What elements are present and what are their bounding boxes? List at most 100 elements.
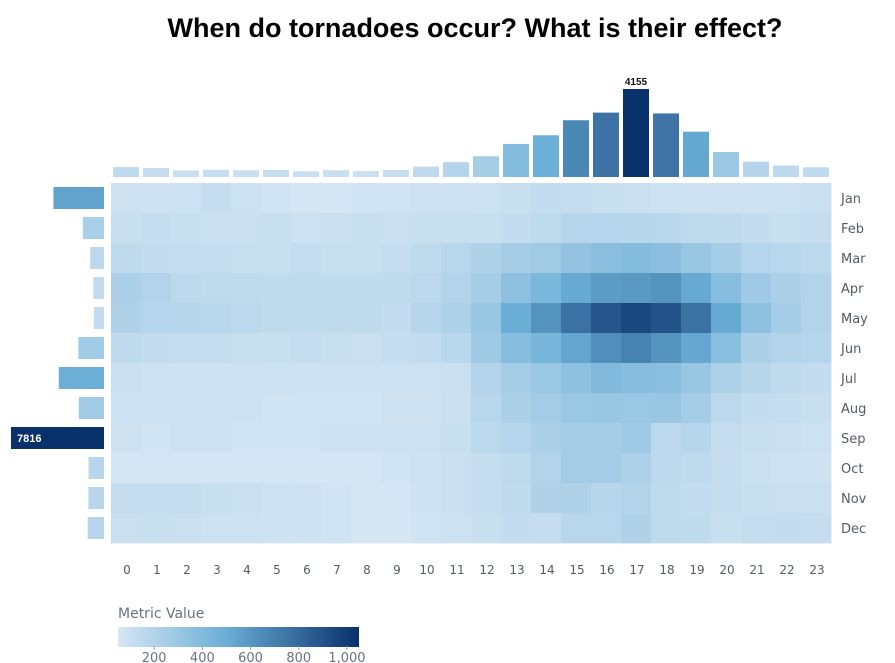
heatmap-cell bbox=[201, 183, 232, 214]
top-bar bbox=[683, 131, 709, 177]
heatmap-cell bbox=[591, 453, 622, 484]
heatmap-cell bbox=[621, 453, 652, 484]
heatmap-cell bbox=[111, 273, 142, 304]
heatmap-cell bbox=[771, 333, 802, 364]
heatmap-cell bbox=[231, 363, 262, 394]
hour-label: 1 bbox=[153, 563, 161, 577]
heatmap-cell bbox=[381, 423, 412, 454]
heatmap-cell bbox=[621, 393, 652, 424]
top-bar bbox=[383, 170, 409, 177]
hour-label: 2 bbox=[183, 563, 191, 577]
heatmap-cell bbox=[411, 483, 442, 514]
heatmap-cell bbox=[711, 183, 742, 214]
heatmap-cell bbox=[771, 243, 802, 274]
left-bar bbox=[78, 337, 104, 359]
heatmap-cell bbox=[681, 363, 712, 394]
heatmap-cell bbox=[531, 483, 562, 514]
heatmap-cell bbox=[381, 363, 412, 394]
heatmap-cell bbox=[531, 393, 562, 424]
hour-label: 9 bbox=[393, 563, 401, 577]
month-label: Mar bbox=[841, 252, 866, 267]
heatmap-cell bbox=[321, 213, 352, 244]
hour-label: 3 bbox=[213, 563, 221, 577]
heatmap-cell bbox=[681, 453, 712, 484]
heatmap-cell bbox=[291, 333, 322, 364]
heatmap-cell bbox=[741, 183, 772, 214]
month-label: Oct bbox=[841, 462, 863, 477]
top-bar bbox=[113, 167, 139, 177]
top-bar bbox=[713, 152, 739, 177]
heatmap-cell bbox=[591, 243, 622, 274]
heatmap-cell bbox=[411, 423, 442, 454]
legend-tick-label: 600 bbox=[238, 651, 263, 663]
heatmap-cell bbox=[501, 363, 532, 394]
hour-label: 21 bbox=[749, 563, 764, 577]
heatmap-cell bbox=[651, 183, 682, 214]
heatmap-cell bbox=[591, 213, 622, 244]
heatmap-cell bbox=[261, 393, 292, 424]
heatmap-cell bbox=[261, 213, 292, 244]
heatmap-cell bbox=[381, 513, 412, 544]
heatmap-cell bbox=[321, 333, 352, 364]
heatmap-cell bbox=[471, 513, 502, 544]
legend-tick-label: 800 bbox=[286, 651, 311, 663]
heatmap-cell bbox=[141, 333, 172, 364]
heatmap-cell bbox=[651, 243, 682, 274]
heatmap-cell bbox=[411, 213, 442, 244]
top-bar bbox=[563, 120, 589, 177]
heatmap-cell bbox=[111, 333, 142, 364]
heatmap-cell bbox=[591, 363, 622, 394]
heatmap-cell bbox=[141, 243, 172, 274]
heatmap-cell bbox=[561, 363, 592, 394]
heatmap-cell bbox=[261, 453, 292, 484]
month-label: Jul bbox=[840, 372, 857, 387]
heatmap-cell bbox=[591, 273, 622, 304]
heatmap-cell bbox=[591, 303, 622, 334]
legend-tick-label: 400 bbox=[190, 651, 215, 663]
heatmap-cell bbox=[351, 393, 382, 424]
month-label: Sep bbox=[841, 432, 866, 447]
heatmap-cell bbox=[501, 453, 532, 484]
heatmap-cell bbox=[111, 483, 142, 514]
heatmap-cell bbox=[531, 243, 562, 274]
heatmap-cell bbox=[741, 273, 772, 304]
heatmap-cell bbox=[591, 393, 622, 424]
heatmap-cell bbox=[501, 243, 532, 274]
heatmap-cell bbox=[711, 363, 742, 394]
heatmap-cell bbox=[231, 393, 262, 424]
heatmap-cell bbox=[771, 273, 802, 304]
heatmap-cell bbox=[321, 483, 352, 514]
heatmap-cell bbox=[261, 513, 292, 544]
legend-title: Metric Value bbox=[118, 606, 204, 622]
heatmap-cell bbox=[681, 243, 712, 274]
heatmap-cell bbox=[321, 393, 352, 424]
heatmap-cell bbox=[201, 393, 232, 424]
heatmap-cell bbox=[561, 483, 592, 514]
heatmap-cell bbox=[231, 183, 262, 214]
heatmap-cell bbox=[351, 243, 382, 274]
heatmap-cell bbox=[141, 213, 172, 244]
heatmap-cell bbox=[111, 243, 142, 274]
left-bar bbox=[93, 307, 104, 329]
heatmap-cell bbox=[321, 273, 352, 304]
heatmap-cell bbox=[141, 393, 172, 424]
heatmap-cell bbox=[561, 303, 592, 334]
top-bar bbox=[143, 168, 169, 177]
heatmap-cell bbox=[771, 483, 802, 514]
heatmap-cell bbox=[291, 213, 322, 244]
heatmap-cell bbox=[171, 393, 202, 424]
heatmap-cell bbox=[501, 393, 532, 424]
heatmap-cell bbox=[741, 333, 772, 364]
hour-label: 6 bbox=[303, 563, 311, 577]
heatmap-cell bbox=[561, 393, 592, 424]
month-label: Feb bbox=[841, 222, 864, 237]
heatmap-cell bbox=[741, 393, 772, 424]
heatmap-cell bbox=[351, 453, 382, 484]
heatmap-cell bbox=[231, 423, 262, 454]
heatmap-cell bbox=[501, 483, 532, 514]
heatmap-cell bbox=[651, 423, 682, 454]
heatmap-cell bbox=[111, 363, 142, 394]
hour-label: 5 bbox=[273, 563, 281, 577]
heatmap-cell bbox=[411, 243, 442, 274]
heatmap-cell bbox=[501, 213, 532, 244]
